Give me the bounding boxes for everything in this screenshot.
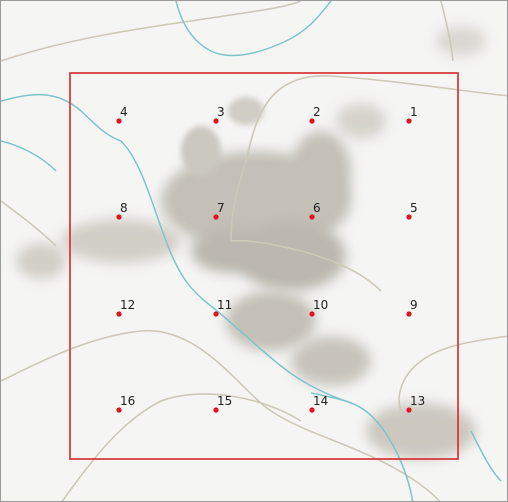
plot-label: 8 — [120, 201, 128, 215]
stream — [120, 140, 414, 501]
plot-point — [116, 118, 122, 124]
plot-label: 1 — [410, 105, 418, 119]
plot-label: 3 — [217, 105, 225, 119]
plot-label: 16 — [120, 394, 135, 408]
plot-point — [406, 311, 412, 317]
road — [230, 239, 382, 292]
plot-marker: 11 — [213, 298, 232, 317]
plot-point — [406, 407, 412, 413]
plot-point — [309, 214, 315, 220]
plot-label: 6 — [313, 201, 321, 215]
plot-marker: 9 — [406, 298, 418, 317]
plot-label: 5 — [410, 201, 418, 215]
plot-label: 15 — [217, 394, 232, 408]
plot-label: 10 — [313, 298, 328, 312]
plot-point — [213, 118, 219, 124]
plot-marker: 5 — [406, 201, 418, 220]
plot-label: 4 — [120, 105, 128, 119]
plot-marker: 16 — [116, 394, 135, 413]
road — [440, 1, 454, 62]
plot-point — [309, 407, 315, 413]
stream — [470, 430, 502, 482]
plot-point — [406, 214, 412, 220]
plot-marker: 3 — [213, 105, 225, 124]
plot-label: 11 — [217, 298, 232, 312]
plot-point — [213, 407, 219, 413]
plot-marker: 6 — [309, 201, 321, 220]
plot-label: 13 — [410, 394, 425, 408]
road — [1, 200, 57, 247]
plot-label: 14 — [313, 394, 328, 408]
stream — [310, 392, 352, 404]
hillshade-relief — [16, 26, 486, 459]
plot-marker: 1 — [406, 105, 418, 124]
road — [398, 335, 507, 412]
plot-point — [406, 118, 412, 124]
road — [1, 330, 441, 501]
plot-marker: 14 — [309, 394, 328, 413]
road — [230, 75, 507, 242]
plot-marker: 7 — [213, 201, 225, 220]
plot-label: 2 — [313, 105, 321, 119]
plot-marker: 15 — [213, 394, 232, 413]
plot-point — [309, 311, 315, 317]
plot-marker: 8 — [116, 201, 128, 220]
stream — [1, 140, 57, 172]
plot-point — [116, 214, 122, 220]
plot-label: 12 — [120, 298, 135, 312]
stream — [175, 1, 332, 57]
plot-marker: 10 — [309, 298, 328, 317]
plot-label: 7 — [217, 201, 225, 215]
plot-point — [213, 214, 219, 220]
plot-point — [116, 407, 122, 413]
road — [61, 393, 302, 501]
plot-marker: 12 — [116, 298, 135, 317]
plot-marker: 4 — [116, 105, 128, 124]
plot-marker: 13 — [406, 394, 425, 413]
plot-marker: 2 — [309, 105, 321, 124]
study-area-boundary — [69, 72, 459, 460]
stream — [1, 93, 122, 142]
plot-point — [116, 311, 122, 317]
plot-point — [309, 118, 315, 124]
plot-point — [213, 311, 219, 317]
plot-label: 9 — [410, 298, 418, 312]
